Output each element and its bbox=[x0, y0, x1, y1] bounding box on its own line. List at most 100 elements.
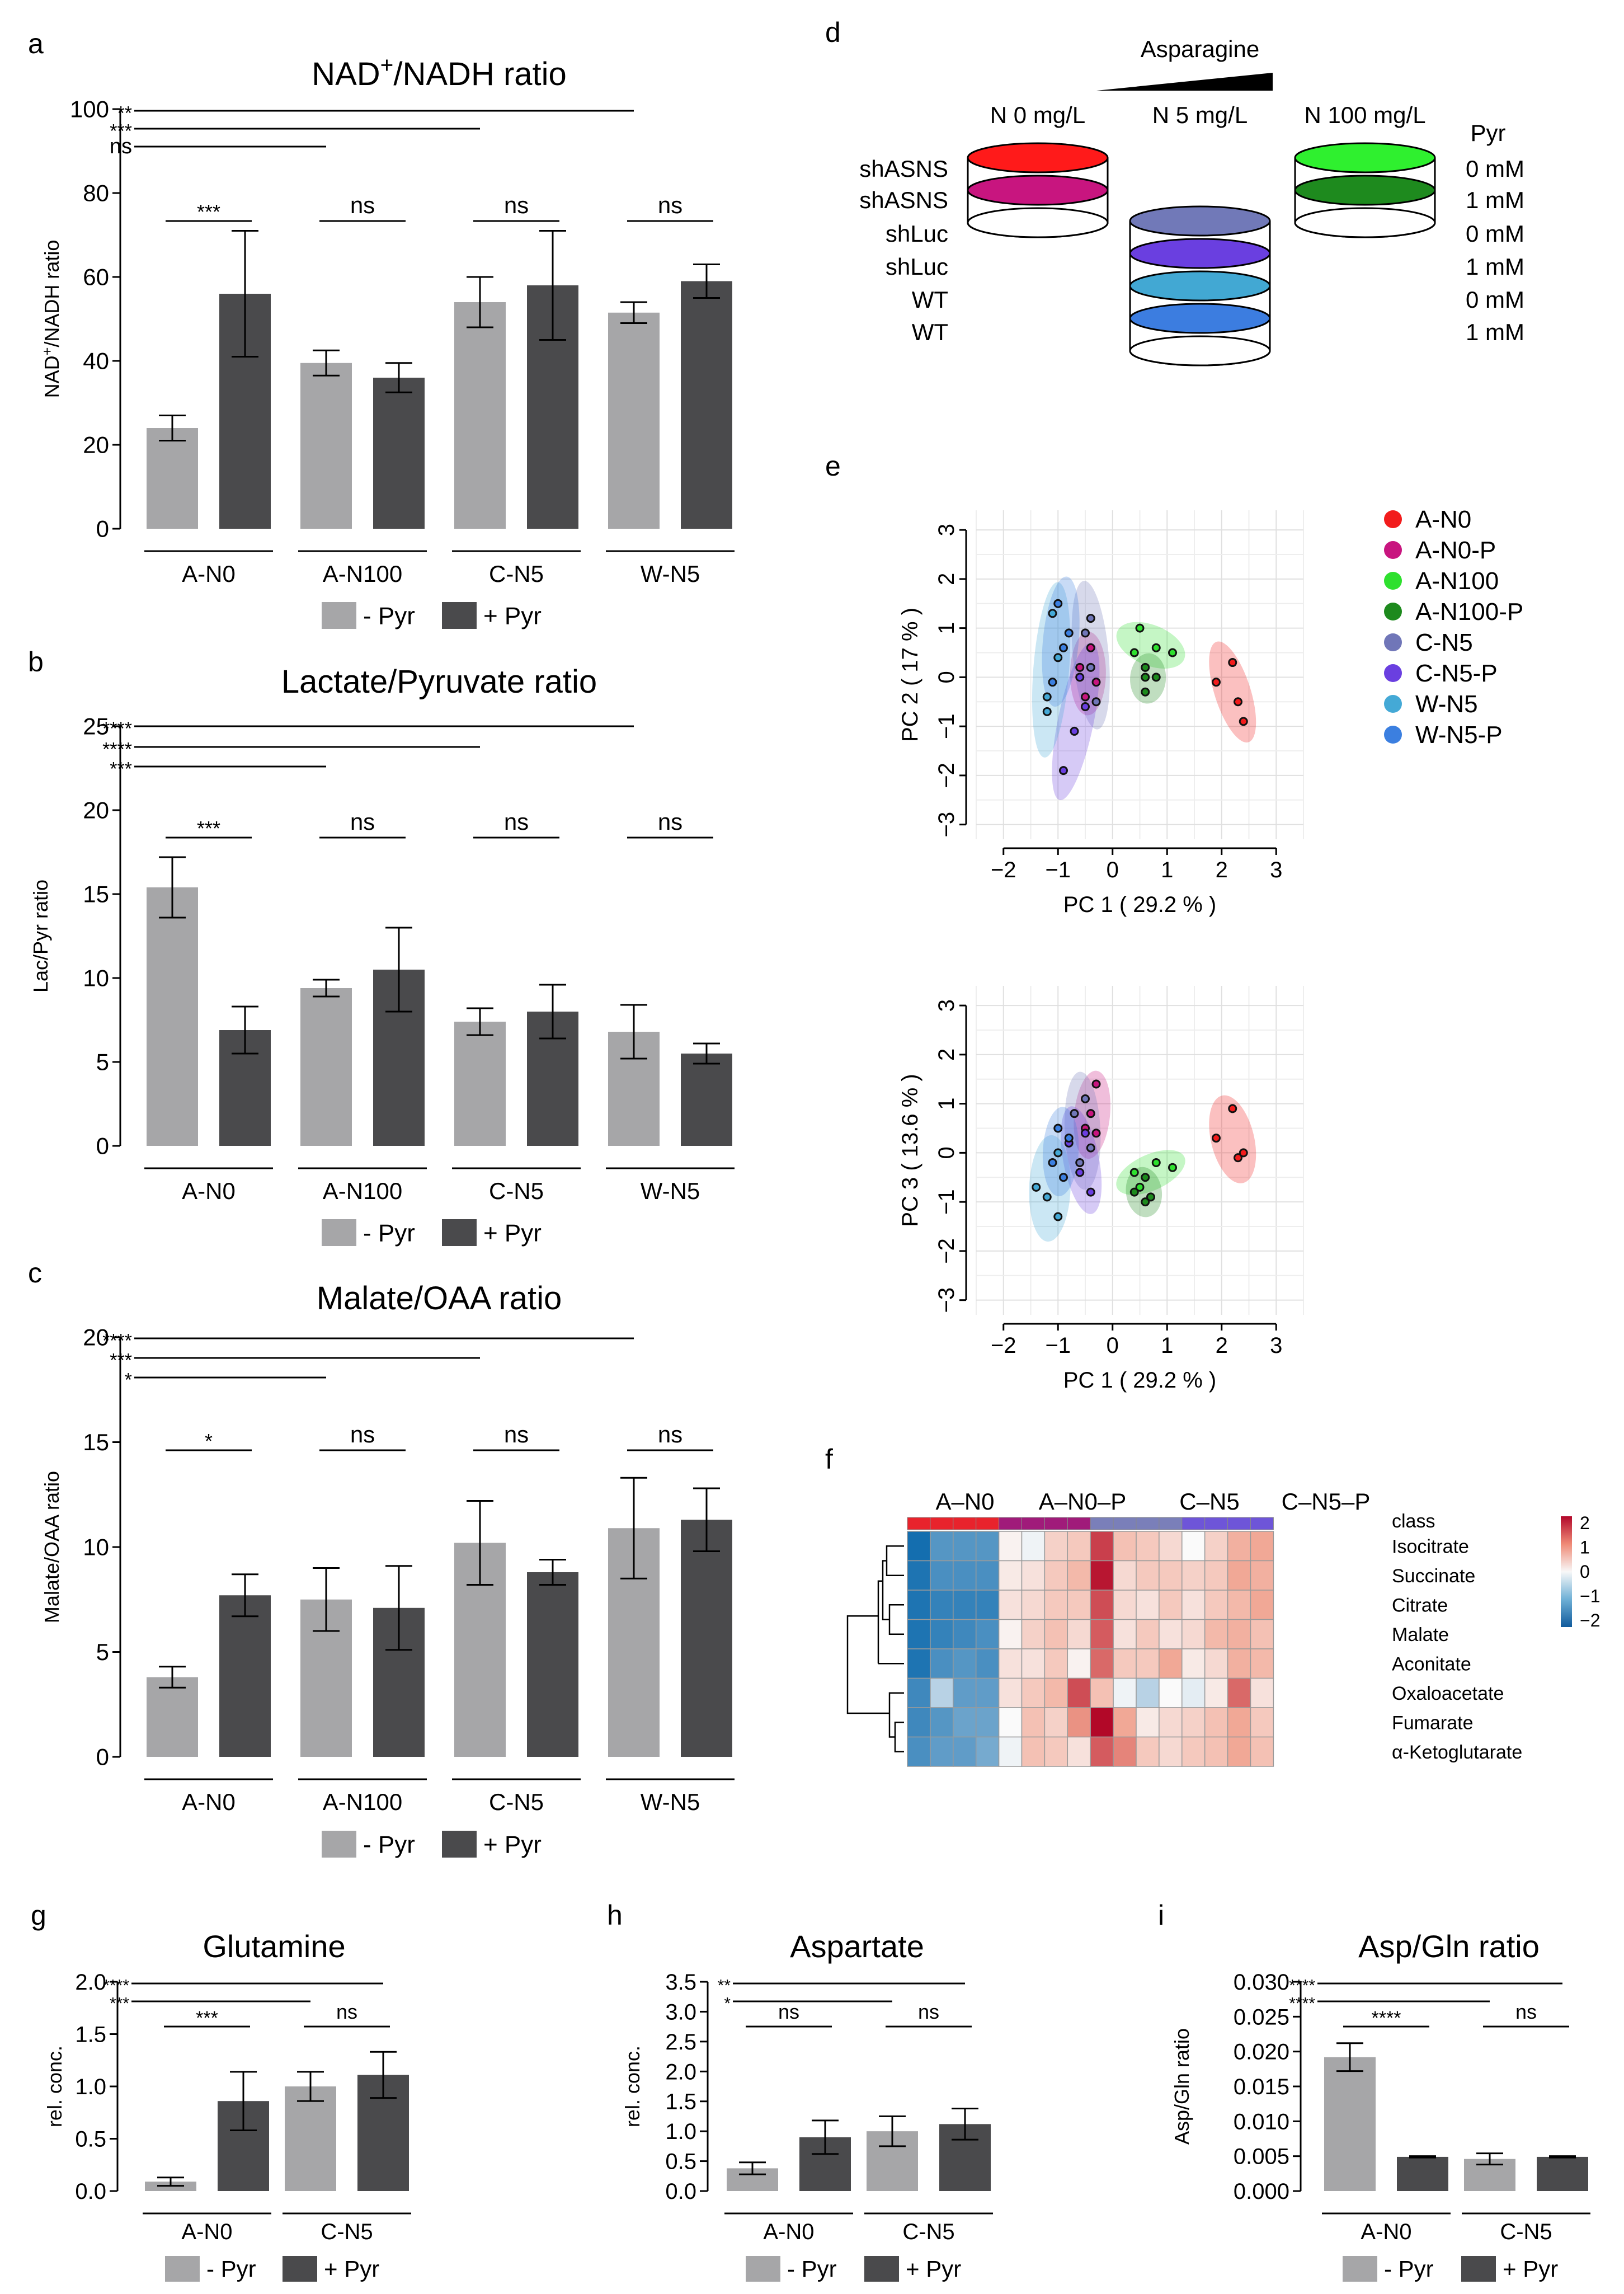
category-label: C-N5 bbox=[489, 1178, 544, 1204]
legend-swatch-plus-pyr bbox=[1461, 2256, 1496, 2282]
data-point bbox=[1086, 1187, 1095, 1197]
bar-plus-pyr bbox=[681, 1054, 732, 1146]
legend-swatch-minus-pyr bbox=[322, 1831, 356, 1858]
chart-title: Malate/OAA ratio bbox=[317, 1280, 562, 1317]
heatmap-cell bbox=[1250, 1648, 1274, 1679]
chart-title-rest: /NADH ratio bbox=[393, 56, 566, 92]
x-tick-label: 1 bbox=[1161, 858, 1173, 882]
data-point bbox=[1053, 653, 1063, 662]
pca-legend: A-N0 A-N0-P A-N100 A-N100-P C-N5 C-N5-P W-N5 W-… bbox=[1384, 506, 1523, 749]
legend-dot bbox=[1384, 572, 1402, 590]
heatmap-cell bbox=[1250, 1619, 1274, 1649]
heatmap-cell bbox=[1250, 1590, 1274, 1620]
heatmap-cell bbox=[1136, 1531, 1160, 1562]
heatmap-cell bbox=[1181, 1736, 1206, 1767]
heatmap-cell bbox=[1044, 1619, 1068, 1649]
y-axis-label: PC 3 ( 13.6 % ) bbox=[898, 1074, 922, 1226]
legend-label: + Pyr bbox=[324, 2256, 379, 2282]
data-point bbox=[1059, 766, 1068, 775]
y-tick-label: 10 bbox=[83, 1534, 109, 1560]
confidence-ellipse bbox=[1126, 1167, 1162, 1217]
dish-stack-n0 bbox=[967, 142, 1109, 238]
heatmap-cell bbox=[930, 1531, 954, 1562]
compare-label: * bbox=[125, 1369, 132, 1390]
confidence-ellipse bbox=[1070, 632, 1106, 716]
heatmap-cell bbox=[1159, 1677, 1183, 1708]
sig-label: ns bbox=[350, 808, 375, 835]
dendrogram-branch bbox=[888, 1692, 904, 1738]
legend-label: + Pyr bbox=[1503, 2256, 1558, 2282]
bar-minus-pyr bbox=[285, 2086, 336, 2191]
y-tick-label: 1.5 bbox=[75, 2023, 106, 2047]
color-scale-bar bbox=[1561, 1516, 1572, 1627]
y-tick-label: 0.0 bbox=[665, 2179, 696, 2204]
legend-label: A-N100 bbox=[1415, 567, 1499, 595]
sig-label: ns bbox=[658, 192, 682, 218]
y-axis-label-rest: /NADH ratio bbox=[40, 240, 63, 347]
heatmap-cell bbox=[1021, 1560, 1046, 1591]
row-label: Oxaloacetate bbox=[1392, 1683, 1504, 1704]
class-color-cell bbox=[1204, 1517, 1228, 1530]
pyr-concentration: 0 mM bbox=[1466, 156, 1524, 182]
heatmap-cell bbox=[1044, 1736, 1068, 1767]
data-point bbox=[1048, 678, 1057, 687]
class-color-cell bbox=[907, 1517, 931, 1530]
heatmap-cell bbox=[998, 1736, 1023, 1767]
row-label: shASNS bbox=[859, 187, 948, 213]
dendrogram-branch bbox=[888, 1604, 904, 1635]
y-tick-label: 0.010 bbox=[1234, 2109, 1289, 2134]
y-tick-label: 0.030 bbox=[1234, 1970, 1289, 1995]
dish-layer bbox=[967, 175, 1109, 206]
compare-label: *** bbox=[110, 120, 132, 142]
pyr-concentration: 0 mM bbox=[1466, 286, 1524, 313]
class-color-cell bbox=[953, 1517, 977, 1530]
legend-label: + Pyr bbox=[483, 1219, 542, 1247]
heatmap-cell bbox=[1044, 1677, 1068, 1708]
legend-swatch-plus-pyr bbox=[442, 1831, 477, 1858]
y-axis-label: Malate/OAA ratio bbox=[40, 1471, 63, 1623]
y-axis-label-main: NAD bbox=[40, 355, 63, 398]
heatmap-cell bbox=[1204, 1560, 1228, 1591]
heatmap-cell bbox=[1136, 1707, 1160, 1738]
sig-label: *** bbox=[197, 200, 220, 223]
panel-label-b: b bbox=[28, 646, 44, 678]
data-point bbox=[1081, 1094, 1090, 1103]
data-point bbox=[1075, 1158, 1085, 1167]
heatmap-cell bbox=[998, 1648, 1023, 1679]
data-point bbox=[1086, 662, 1095, 672]
data-point bbox=[1091, 1129, 1101, 1138]
data-point bbox=[1141, 687, 1150, 697]
data-point bbox=[1091, 678, 1101, 687]
data-point bbox=[1129, 1187, 1139, 1197]
heatmap-cell bbox=[1067, 1707, 1091, 1738]
color-scale-label: −2 bbox=[1580, 1610, 1600, 1630]
heatmap-cell bbox=[1159, 1531, 1183, 1562]
heatmap-cell bbox=[1204, 1590, 1228, 1620]
heatmap-cell bbox=[1021, 1736, 1046, 1767]
heatmap-cell bbox=[1227, 1677, 1251, 1708]
dish-stack-n5 bbox=[1129, 205, 1271, 366]
sig-label: ns bbox=[350, 1421, 375, 1447]
confidence-ellipse bbox=[1209, 1095, 1256, 1183]
data-point bbox=[1075, 673, 1085, 682]
x-tick-label: −1 bbox=[1045, 858, 1071, 882]
heatmap-cell bbox=[907, 1619, 931, 1649]
y-tick-label: 0.5 bbox=[75, 2127, 106, 2152]
legend-swatch-minus-pyr bbox=[322, 602, 356, 629]
dish-layer bbox=[1129, 238, 1271, 269]
y-tick-label: 60 bbox=[83, 264, 109, 290]
y-tick-label: 3.0 bbox=[665, 2000, 696, 2024]
dendrogram-branch bbox=[846, 1615, 889, 1714]
asparagine-header: Asparagine bbox=[1141, 36, 1259, 62]
sig-label: *** bbox=[197, 817, 220, 840]
heatmap-cell bbox=[1181, 1707, 1206, 1738]
heatmap-cell bbox=[930, 1619, 954, 1649]
heatmap-cell bbox=[1227, 1531, 1251, 1562]
class-color-cell bbox=[1250, 1517, 1274, 1530]
category-label: A-N0 bbox=[763, 2220, 814, 2244]
x-axis-label: PC 1 ( 29.2 % ) bbox=[1063, 1368, 1216, 1393]
dish-layer bbox=[1294, 207, 1436, 238]
row-label: shLuc bbox=[886, 220, 948, 247]
data-point bbox=[1042, 707, 1052, 716]
